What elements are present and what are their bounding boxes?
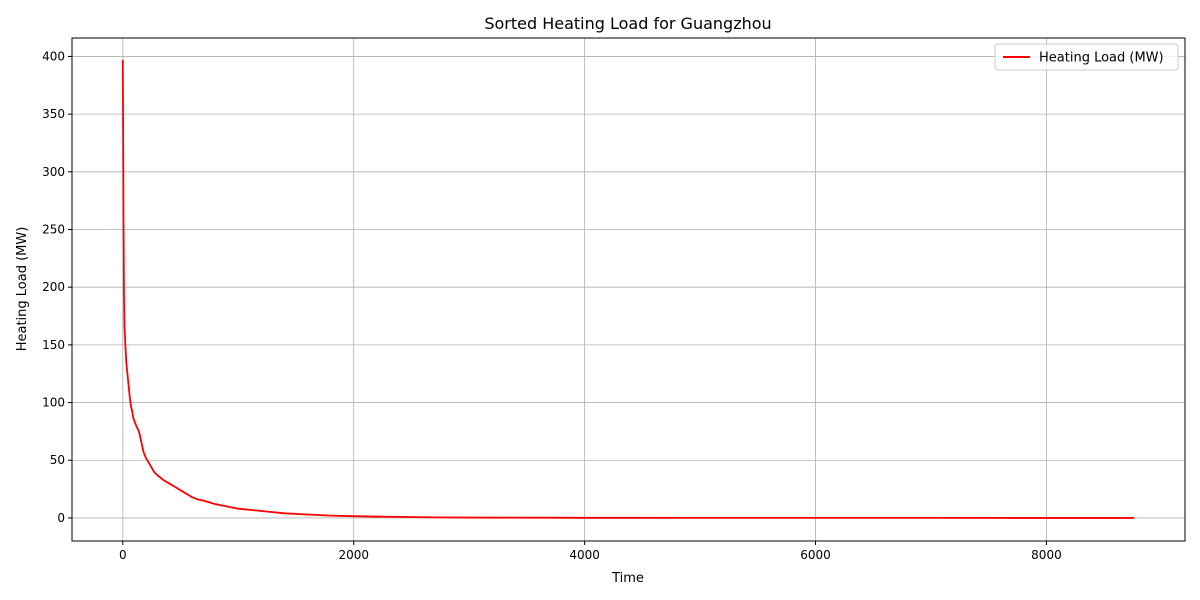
y-tick-label: 100 [42,396,65,410]
legend: Heating Load (MW) [994,43,1179,71]
x-tick-label: 2000 [338,548,369,562]
y-tick-label: 200 [42,280,65,294]
y-tick-label: 350 [42,107,65,121]
y-tick-label: 400 [42,49,65,63]
x-tick-label: 4000 [569,548,600,562]
x-tick-label: 0 [119,548,127,562]
x-tick-label: 8000 [1031,548,1062,562]
series-line-heating-load [121,59,1135,519]
y-axis: 0 50 100 150 200 250 300 350 400 [42,49,72,525]
series-layer [121,59,1135,519]
y-tick-label: 150 [42,338,65,352]
y-tick-label: 0 [57,511,65,525]
legend-label: Heating Load (MW) [1039,51,1164,66]
y-tick-label: 300 [42,165,65,179]
y-axis-title: Heating Load (MW) [15,227,30,352]
chart-title: Sorted Heating Load for Guangzhou [484,14,771,33]
y-tick-label: 250 [42,223,65,237]
plot-frame [71,37,1186,542]
x-tick-label: 6000 [800,548,831,562]
x-axis: 0 2000 4000 6000 8000 [119,541,1062,562]
legend-box [994,43,1179,71]
y-tick-label: 50 [50,453,65,467]
x-axis-title: Time [611,571,644,586]
